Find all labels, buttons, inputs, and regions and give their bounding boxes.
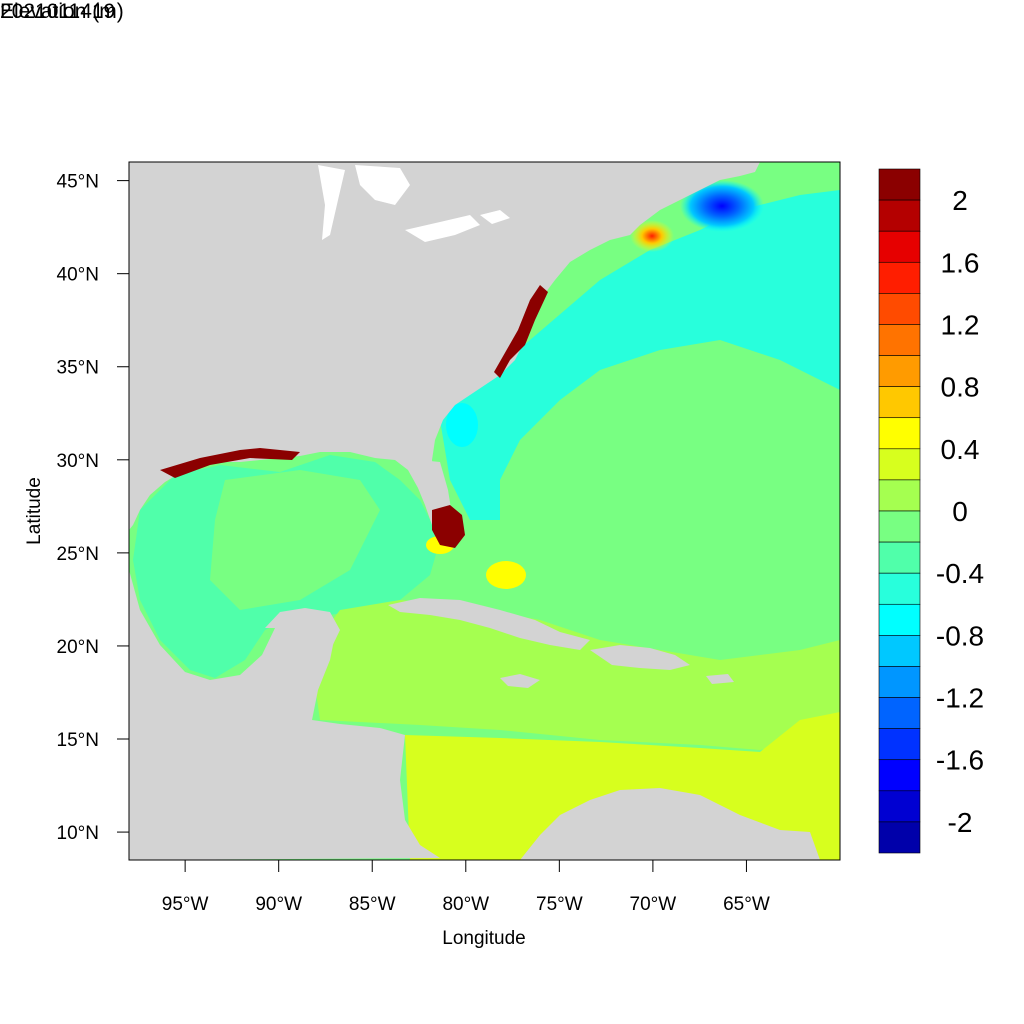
colorbar-swatch [878,759,921,792]
x-axis: 95°W 90°W 85°W 80°W 75°W 70°W 65°W [162,860,770,915]
y-tick-label: 35°N [57,358,99,379]
y-tick-label: 10°N [57,823,99,844]
atlantic-coast-high-band [494,285,548,378]
x-tick-label: 80°W [442,894,489,915]
florida-keys-high [432,505,465,548]
colorbar-label: 1.6 [941,247,980,278]
colorbar-swatch [878,541,921,574]
colorbar-swatch [878,728,921,761]
gulf-coast-high-band [160,448,300,478]
colorbar-label: 0.8 [941,372,980,403]
mexico-land [129,570,440,860]
hispaniola-land [590,645,690,670]
gulf-central-region [210,470,380,610]
y-tick-label: 15°N [57,730,99,751]
cape-cod-high [630,220,674,252]
colorbar-label: -0.8 [936,620,984,651]
colorbar-swatch [878,603,921,636]
colorbar-swatch [878,572,921,605]
colorbar-label: 0.4 [941,434,980,465]
plot-frame [128,161,841,861]
atlantic-shelf-region [440,190,840,520]
north-america-land [129,162,760,540]
bahamas-high [486,561,526,589]
colorbar-swatch [878,417,921,450]
colorbar-label: 1.2 [941,309,980,340]
colorbar-swatch [878,666,921,698]
colorbar-swatch [878,510,921,543]
y-axis: 45°N 40°N 35°N 30°N 25°N 20°N 15°N 10°N [57,172,129,844]
yucatan-land [265,608,340,655]
x-tick-label: 70°W [630,894,677,915]
colorbar-swatch [878,697,921,729]
caribbean-region [310,600,840,750]
colorbar-swatch [878,479,921,512]
x-axis-label: Longitude [442,928,525,949]
y-tick-label: 40°N [57,265,99,286]
colorbar-label: 2 [952,185,968,216]
colorbar: 2 1.6 1.2 0.8 0.4 0 -0.4 -0.8 -1.2 -1.6 -2 [878,168,984,854]
colorbar-swatch [878,355,921,387]
colorbar-swatch [878,324,921,356]
colorbar-swatch [878,821,921,854]
timestamp-title: 2021011419 [0,0,116,23]
x-tick-label: 65°W [723,894,770,915]
jamaica-land [500,674,540,688]
x-tick-label: 90°W [255,894,302,915]
y-axis-label: Latitude [24,477,45,545]
cuba-land [388,598,590,650]
plot-area [129,162,840,860]
y-tick-label: 30°N [57,451,99,472]
gulf-of-maine-low [680,180,764,232]
colorbar-swatch [878,230,921,263]
y-tick-label: 25°N [57,544,99,565]
y-tick-label: 45°N [57,172,99,193]
colorbar-swatch [878,448,921,481]
colorbar-swatch [878,168,921,201]
colorbar-swatch [878,261,921,294]
colorbar-swatch [878,386,921,419]
colorbar-label: -0.4 [936,558,984,589]
colorbar-swatch [878,199,921,232]
colorbar-swatch [878,790,921,823]
variable-title: Elevation (m) [0,0,124,23]
y-tick-label: 20°N [57,637,99,658]
south-america-land [520,788,820,860]
colorbar-label: -1.6 [936,745,984,776]
puerto-rico-land [706,674,734,684]
colorbar-label: 0 [952,496,968,527]
great-lakes [318,165,510,242]
colorbar-label: -1.2 [936,683,984,714]
x-tick-label: 95°W [162,894,209,915]
x-tick-label: 75°W [536,894,583,915]
colorbar-swatch [878,635,921,667]
colorbar-label: -2 [948,807,973,838]
x-tick-label: 85°W [349,894,396,915]
colorbar-swatch [878,293,921,325]
carolina-shelf-low [446,403,478,447]
